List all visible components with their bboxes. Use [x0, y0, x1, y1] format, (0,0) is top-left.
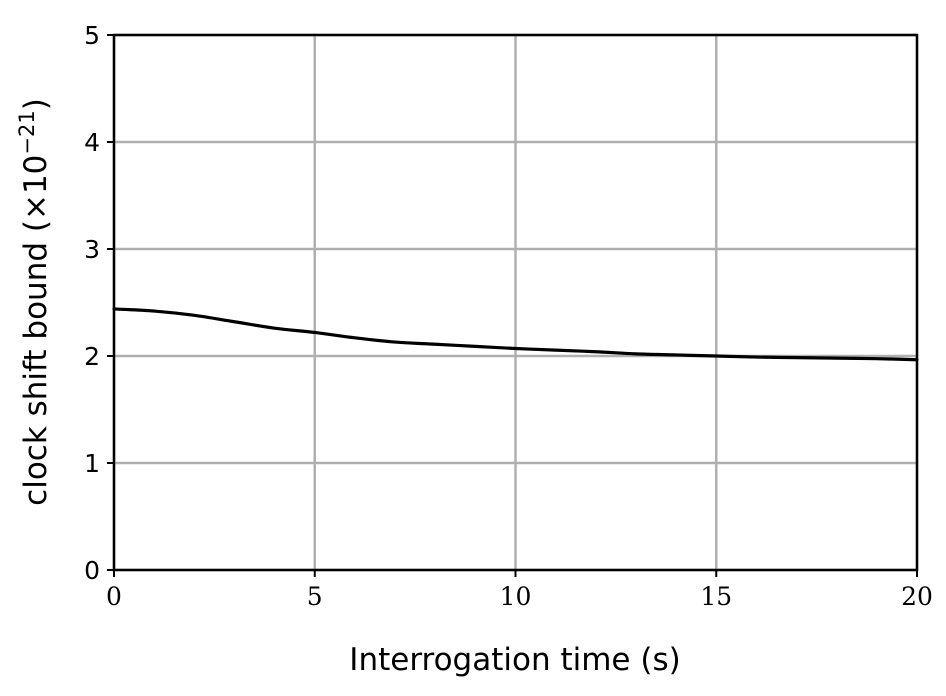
y-tick-label: 3	[84, 235, 100, 264]
ticks: 0 5 10 15 20 0 1 2 3 4 5	[84, 21, 933, 611]
y-axis-label-main: clock shift bound (×10	[18, 155, 54, 506]
y-tick-label: 0	[84, 556, 100, 585]
y-axis-label-exponent: −21	[15, 110, 39, 154]
y-tick-label: 2	[84, 342, 100, 371]
y-axis-label: clock shift bound (×10−21)	[15, 98, 54, 506]
series-layer	[112, 307, 919, 362]
series-line	[112, 307, 919, 362]
y-tick-label: 5	[84, 21, 100, 50]
x-axis-label: Interrogation time (s)	[349, 642, 680, 678]
y-tick-label: 4	[84, 128, 100, 157]
x-tick-label: 10	[500, 582, 532, 611]
x-tick-label: 5	[307, 582, 323, 611]
grid	[112, 33, 919, 572]
x-tick-label: 20	[901, 582, 933, 611]
y-tick-label: 1	[84, 449, 100, 478]
x-tick-label: 0	[106, 582, 122, 611]
y-axis-label-close: )	[18, 98, 54, 110]
x-tick-label: 15	[700, 582, 732, 611]
